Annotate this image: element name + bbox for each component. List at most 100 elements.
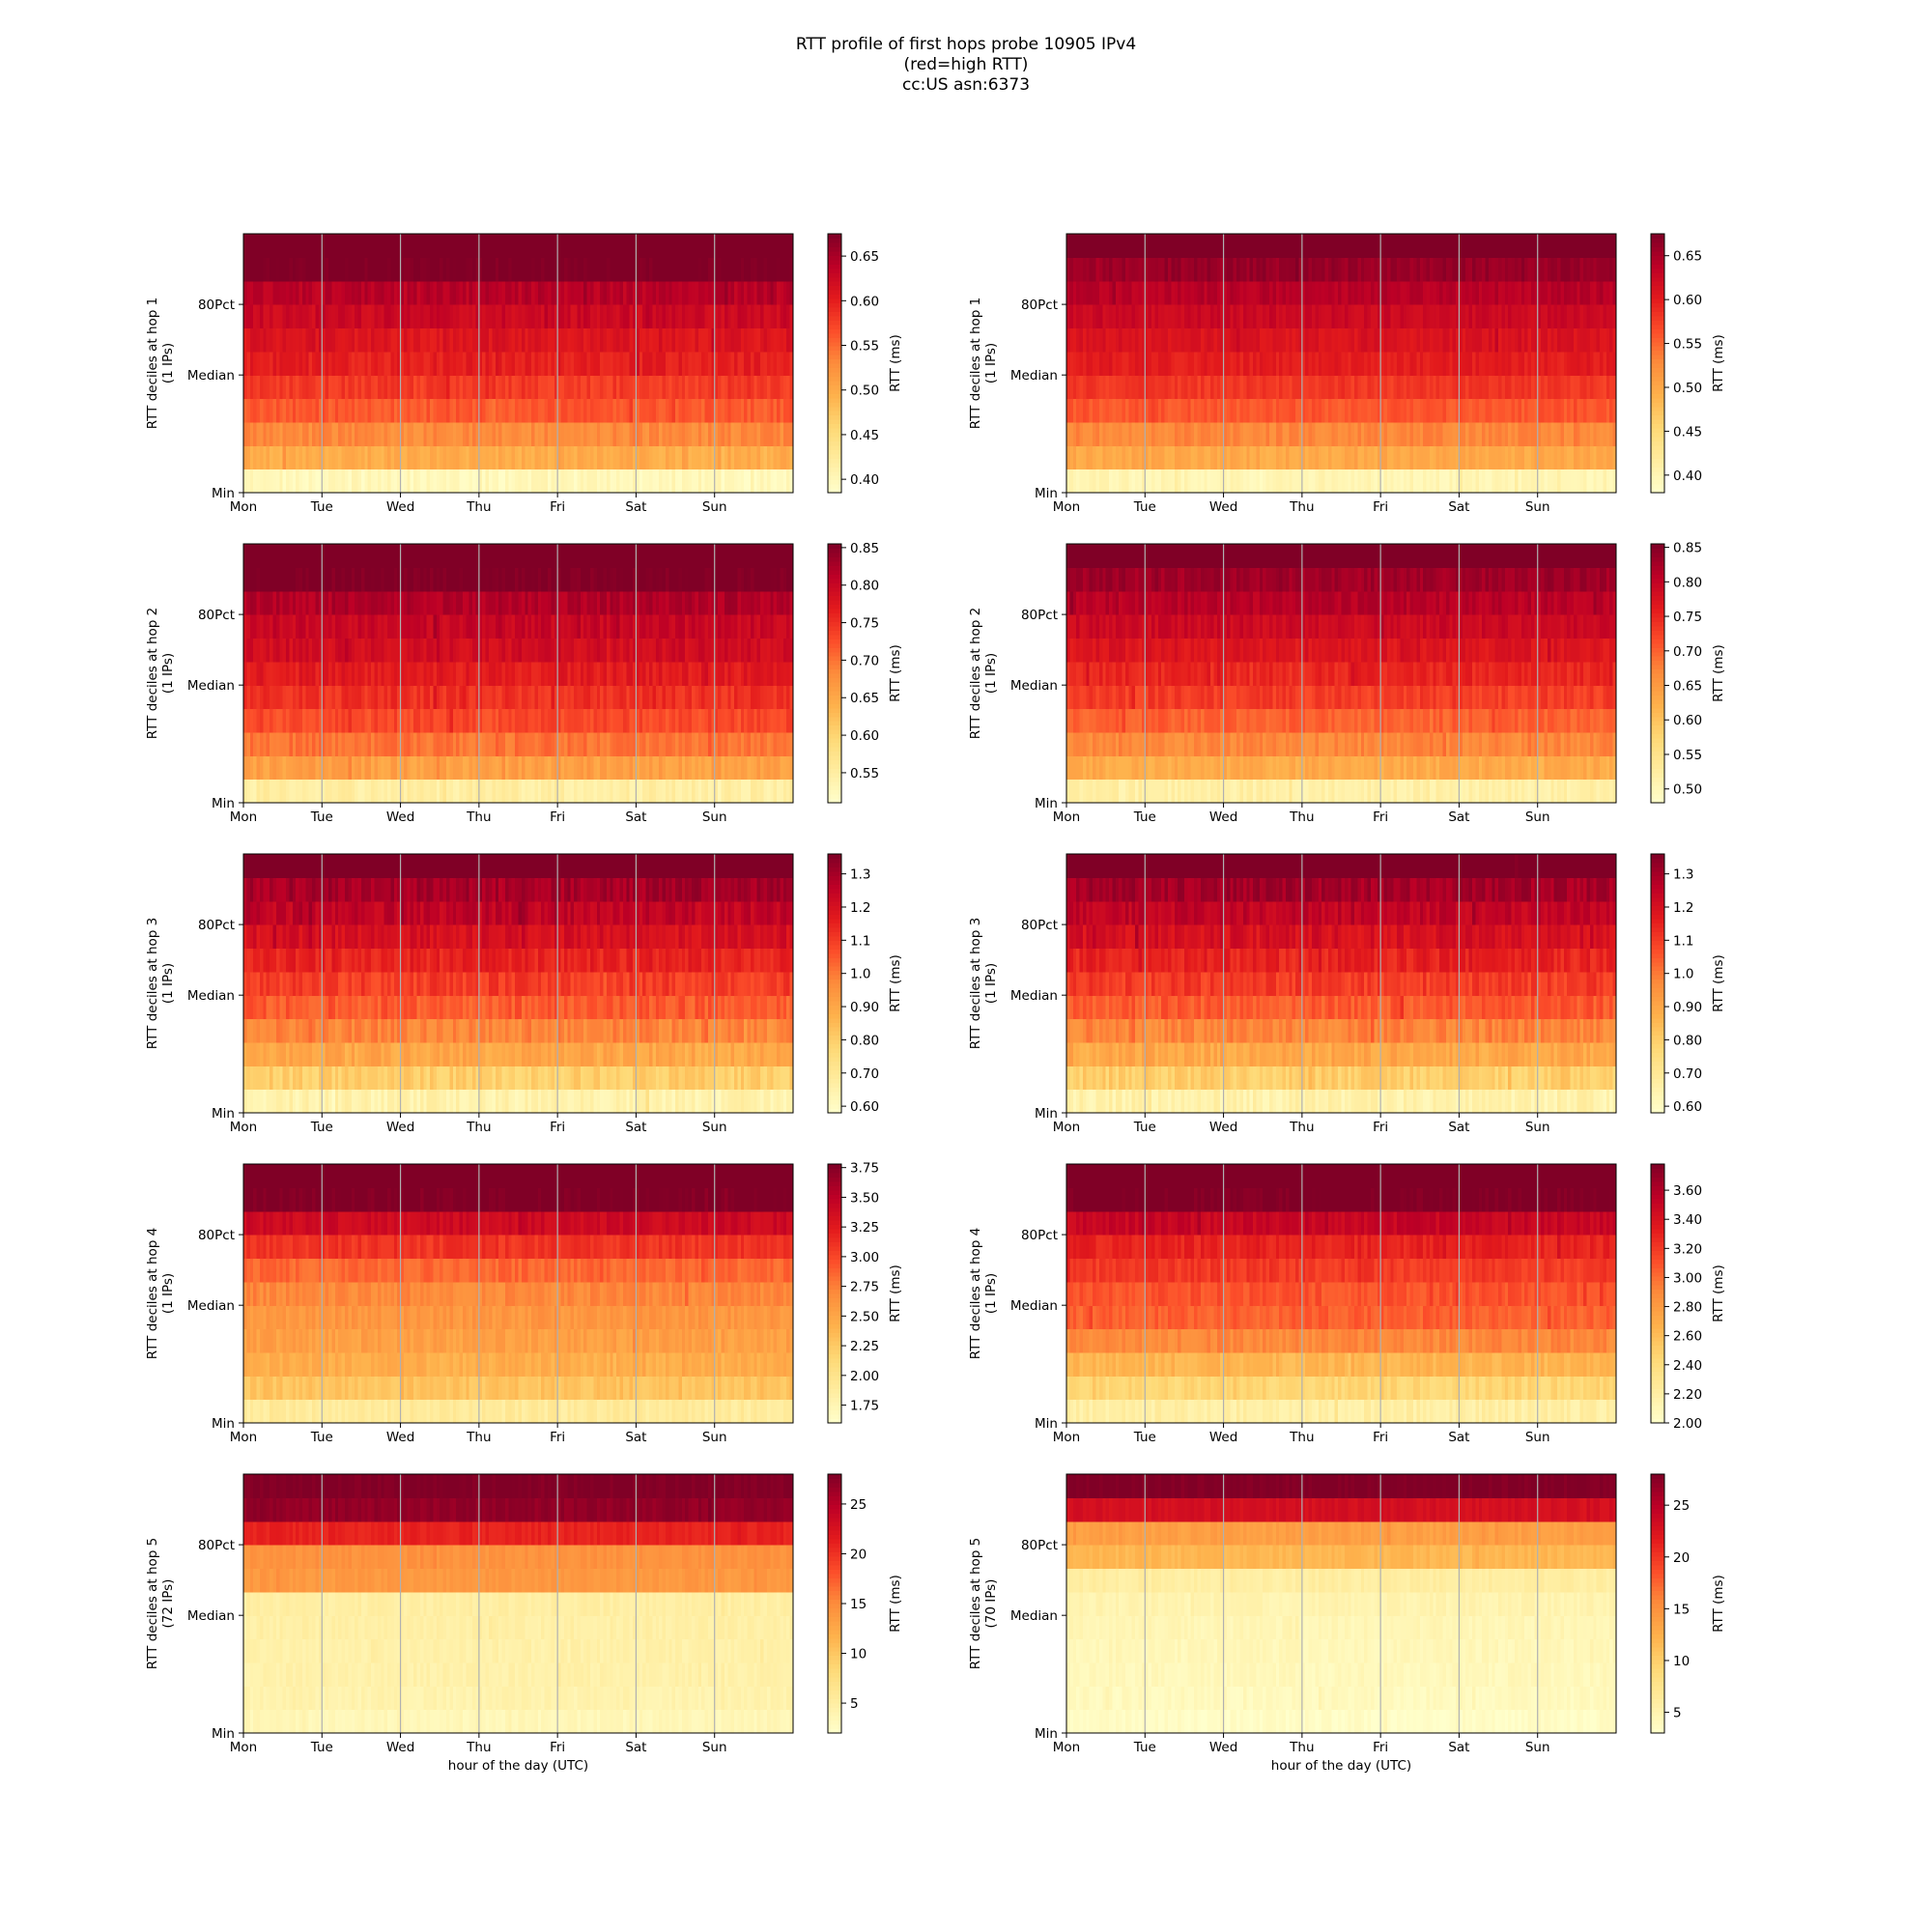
heatmap-cell [531,234,536,258]
heatmap-cell [547,351,552,376]
heatmap-cell [1082,398,1087,423]
colorbar-segment [828,367,841,373]
heatmap-cell [1246,257,1251,282]
heatmap-cell [495,445,499,470]
heatmap-cell [459,351,464,376]
heatmap-cell [629,375,634,400]
heatmap-cell [1220,280,1225,305]
heatmap-cell [662,375,667,400]
heatmap-cell [773,421,778,446]
heatmap-cell [1082,327,1087,353]
colorbar-segment [828,440,841,446]
heatmap-cell [504,469,509,494]
heatmap-cell [286,469,291,494]
heatmap-cell [1268,351,1273,376]
heatmap-cell [1413,280,1417,305]
heatmap-cell [1226,421,1231,446]
heatmap-cell [1354,421,1359,446]
heatmap-cell [374,375,379,400]
heatmap-cell [659,257,664,282]
heatmap-cell [1315,257,1320,282]
heatmap-cell [560,234,565,258]
heatmap-cell [469,375,473,400]
heatmap-cell [1305,351,1310,376]
heatmap-cell [381,421,385,446]
heatmap-cell [718,304,723,329]
heatmap-cell [1583,445,1588,470]
heatmap-cell [577,445,582,470]
heatmap-cell [1423,327,1428,353]
heatmap-cell [253,280,258,305]
heatmap-cell [1197,234,1202,258]
heatmap-cell [1197,351,1202,376]
heatmap-cell [1095,398,1100,423]
y-tick-label: Min [212,486,235,501]
heatmap-cell [1098,234,1103,258]
heatmap-cell [1573,304,1577,329]
heatmap-cell [492,351,497,376]
heatmap-cell [318,327,323,353]
heatmap-cell [655,445,660,470]
heatmap-cell [282,327,287,353]
heatmap-cell [1216,445,1221,470]
heatmap-cell [377,421,382,446]
heatmap-cell [1180,421,1185,446]
heatmap-cell [1072,304,1077,329]
heatmap-cell [577,351,582,376]
heatmap-cell [322,469,327,494]
heatmap-cell [596,469,601,494]
heatmap-cell [407,234,412,258]
heatmap-cell [1109,327,1114,353]
heatmap-cell [407,280,412,305]
heatmap-cell [338,304,343,329]
heatmap-cell [504,398,509,423]
heatmap-cell [521,304,526,329]
heatmap-cell [1383,280,1388,305]
heatmap-cell [695,327,699,353]
heatmap-cell [1459,398,1463,423]
heatmap-cell [459,234,464,258]
colorbar-segment [1651,306,1664,312]
heatmap-cell [547,257,552,282]
y-tick-label: 80Pct [1021,298,1058,313]
heatmap-cell [364,469,369,494]
heatmap-cell [714,280,719,305]
heatmap-cell [777,234,781,258]
heatmap-cell [301,280,306,305]
y-tick-label: 80Pct [198,298,235,313]
heatmap-cell [1468,445,1473,470]
heatmap-cell [355,421,359,446]
heatmap-cell [1216,257,1221,282]
heatmap-cell [554,445,558,470]
heatmap-cell [1124,234,1129,258]
heatmap-cell [527,351,532,376]
heatmap-cell [1190,469,1195,494]
heatmap-cell [445,280,450,305]
colorbar-segment [828,376,841,382]
heatmap-cell [475,398,480,423]
heatmap-cell [1390,421,1395,446]
heatmap-cell [1603,375,1607,400]
heatmap-cell [534,234,539,258]
heatmap-cell [1265,351,1270,376]
heatmap-cell [1498,351,1503,376]
heatmap-cell [1403,280,1407,305]
heatmap-cell [1301,280,1306,305]
heatmap-cell [1439,280,1444,305]
heatmap-cell [1456,351,1461,376]
heatmap-cell [282,234,287,258]
heatmap-cell [645,469,650,494]
colorbar-segment [1651,355,1664,360]
heatmap-cell [1154,375,1159,400]
heatmap-cell [1452,327,1457,353]
heatmap-cell [1204,304,1208,329]
heatmap-cell [1124,304,1129,329]
heatmap-cell [721,327,725,353]
heatmap-cell [390,351,395,376]
heatmap-cell [275,421,280,446]
heatmap-cell [1471,445,1476,470]
heatmap-cell [364,257,369,282]
heatmap-cell [1164,351,1169,376]
heatmap-cell [1380,280,1385,305]
heatmap-cell [1216,351,1221,376]
